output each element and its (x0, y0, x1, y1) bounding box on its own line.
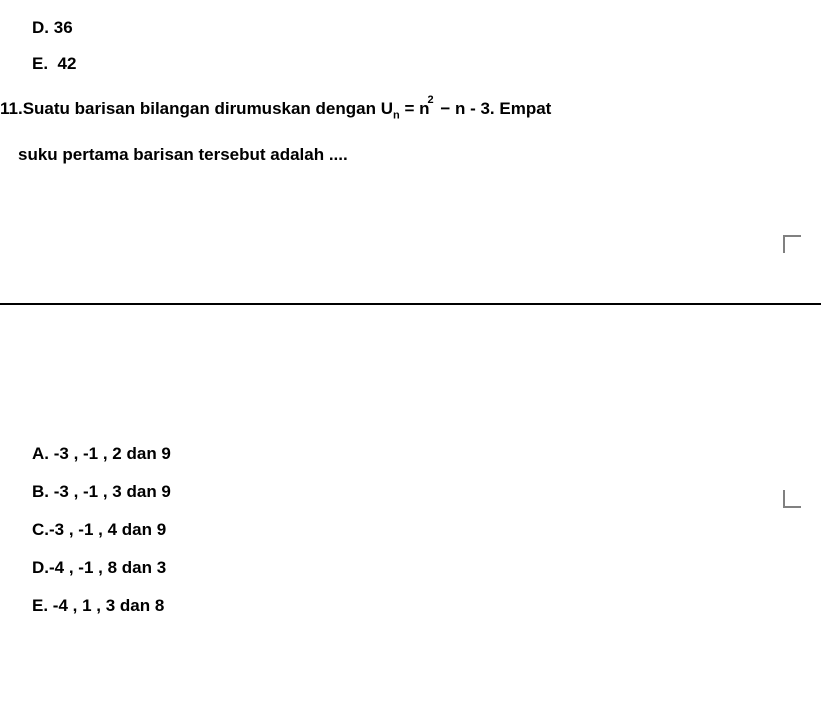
formula-end: − n - 3. Empat (436, 99, 552, 118)
option-d: D.-4 , -1 , 8 dan 3 (32, 549, 821, 587)
option-b: B. -3 , -1 , 3 dan 9 (32, 473, 821, 511)
question-11: 11.Suatu barisan bilangan dirumuskan den… (0, 82, 821, 183)
option-b-letter: B. (32, 482, 49, 501)
prev-option-e-letter: E. (32, 54, 48, 73)
option-e: E. -4 , 1 , 3 dan 8 (32, 587, 821, 625)
formula-superscript: 2 (427, 94, 433, 106)
spacer-before-divider (0, 193, 821, 303)
option-c-text: -3 , -1 , 4 dan 9 (49, 520, 166, 539)
option-b-text: -3 , -1 , 3 dan 9 (54, 482, 171, 501)
prev-option-d-value: 36 (54, 18, 73, 37)
question-text-part1: Suatu barisan bilangan dirumuskan dengan… (23, 99, 393, 118)
prev-option-d: D. 36 (0, 10, 821, 46)
option-e-text: -4 , 1 , 3 dan 8 (53, 596, 165, 615)
prev-option-e-value: 42 (58, 54, 77, 73)
corner-mark-top (783, 235, 801, 253)
option-d-letter: D. (32, 558, 49, 577)
question-text-line1: 11.Suatu barisan bilangan dirumuskan den… (0, 94, 821, 126)
corner-mark-bottom (783, 490, 801, 508)
option-a-letter: A. (32, 444, 49, 463)
formula-subscript: n (393, 109, 400, 121)
prev-option-e: E. 42 (0, 46, 821, 82)
option-a: A. -3 , -1 , 2 dan 9 (32, 435, 821, 473)
option-c: C.-3 , -1 , 4 dan 9 (32, 511, 821, 549)
answer-options-block: A. -3 , -1 , 2 dan 9 B. -3 , -1 , 3 dan … (0, 435, 821, 625)
formula-mid: = n (400, 99, 430, 118)
option-c-letter: C. (32, 520, 49, 539)
question-number: 11. (0, 99, 23, 118)
spacer-after-divider (0, 305, 821, 435)
option-a-text: -3 , -1 , 2 dan 9 (54, 444, 171, 463)
option-e-letter: E. (32, 596, 48, 615)
prev-option-d-letter: D. (32, 18, 49, 37)
question-text-line2: suku pertama barisan tersebut adalah ...… (18, 140, 821, 171)
option-d-text: -4 , -1 , 8 dan 3 (49, 558, 166, 577)
